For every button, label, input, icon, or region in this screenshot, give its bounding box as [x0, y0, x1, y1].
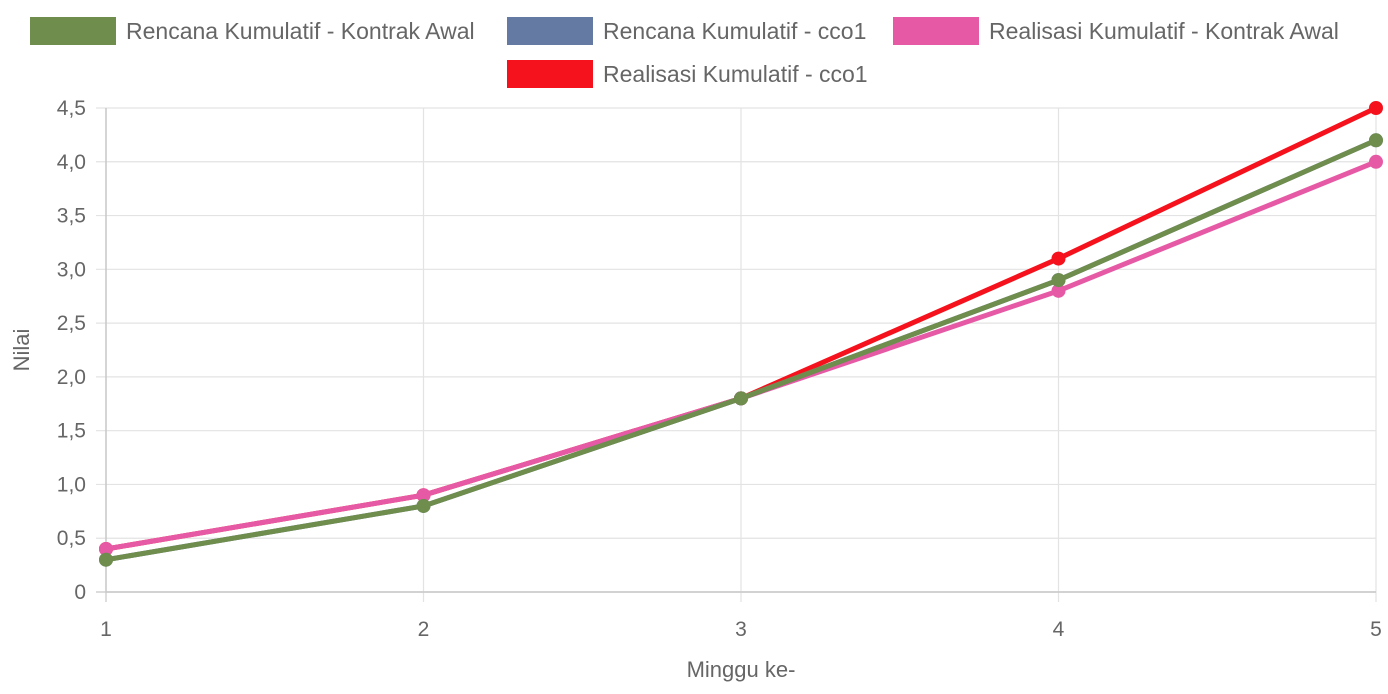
- y-tick-label: 2,5: [57, 312, 86, 335]
- y-tick-label: 4,0: [57, 151, 86, 174]
- x-tick-label: 4: [1053, 618, 1065, 641]
- legend-swatch-rencana-kontrak-awal: [30, 17, 116, 45]
- data-point[interactable]: [1369, 133, 1383, 148]
- series-rencana-kumulatif-kontrak-awal: [99, 133, 1383, 567]
- tick-labels: 0 0,5 1,0 1,5 2,0 2,5 3,0 3,5 4,0 4,5 1 2 3 4 5: [57, 97, 1382, 641]
- y-tick-label: 4,5: [57, 97, 86, 120]
- y-axis-title: Nilai: [9, 329, 34, 372]
- series-lines: [99, 101, 1383, 567]
- legend-item-rencana-kontrak-awal[interactable]: Rencana Kumulatif - Kontrak Awal: [30, 14, 475, 48]
- y-tick-label: 1,0: [57, 473, 86, 496]
- legend-label-rencana-kontrak-awal: Rencana Kumulatif - Kontrak Awal: [126, 17, 475, 44]
- legend-label-realisasi-cco1: Realisasi Kumulatif - cco1: [603, 60, 868, 87]
- x-tick-label: 3: [735, 618, 747, 641]
- y-tick-label: 2,0: [57, 366, 86, 389]
- data-point[interactable]: [1369, 154, 1383, 169]
- data-point[interactable]: [1051, 273, 1066, 288]
- legend-swatch-rencana-cco1: [507, 17, 593, 45]
- data-point[interactable]: [99, 552, 113, 567]
- legend-label-rencana-cco1: Rencana Kumulatif - cco1: [603, 17, 867, 44]
- x-tick-label: 5: [1370, 618, 1382, 641]
- data-point[interactable]: [1051, 251, 1066, 266]
- axes: [105, 108, 1376, 593]
- x-tick-label: 2: [418, 618, 430, 641]
- legend-item-realisasi-kontrak-awal[interactable]: Realisasi Kumulatif - Kontrak Awal: [893, 14, 1339, 48]
- legend-label-realisasi-kontrak-awal: Realisasi Kumulatif - Kontrak Awal: [989, 17, 1339, 44]
- legend-item-realisasi-cco1[interactable]: Realisasi Kumulatif - cco1: [507, 57, 868, 91]
- legend-row-2: Realisasi Kumulatif - cco1: [0, 57, 1388, 93]
- data-point[interactable]: [416, 498, 431, 513]
- legend-item-rencana-cco1[interactable]: Rencana Kumulatif - cco1: [507, 14, 866, 48]
- y-tick-label: 0: [74, 581, 86, 604]
- data-point[interactable]: [1369, 101, 1383, 115]
- legend-row-1: Rencana Kumulatif - Kontrak Awal Rencana…: [0, 14, 1388, 50]
- data-point[interactable]: [734, 391, 748, 406]
- y-tick-label: 3,0: [57, 258, 86, 281]
- y-tick-label: 1,5: [57, 420, 86, 443]
- y-tick-label: 0,5: [57, 527, 86, 550]
- x-tick-label: 1: [100, 618, 112, 641]
- legend-swatch-realisasi-cco1: [507, 60, 593, 88]
- x-axis-title: Minggu ke-: [687, 657, 796, 682]
- y-tick-label: 3,5: [57, 205, 86, 228]
- legend-swatch-realisasi-kontrak-awal: [893, 17, 979, 45]
